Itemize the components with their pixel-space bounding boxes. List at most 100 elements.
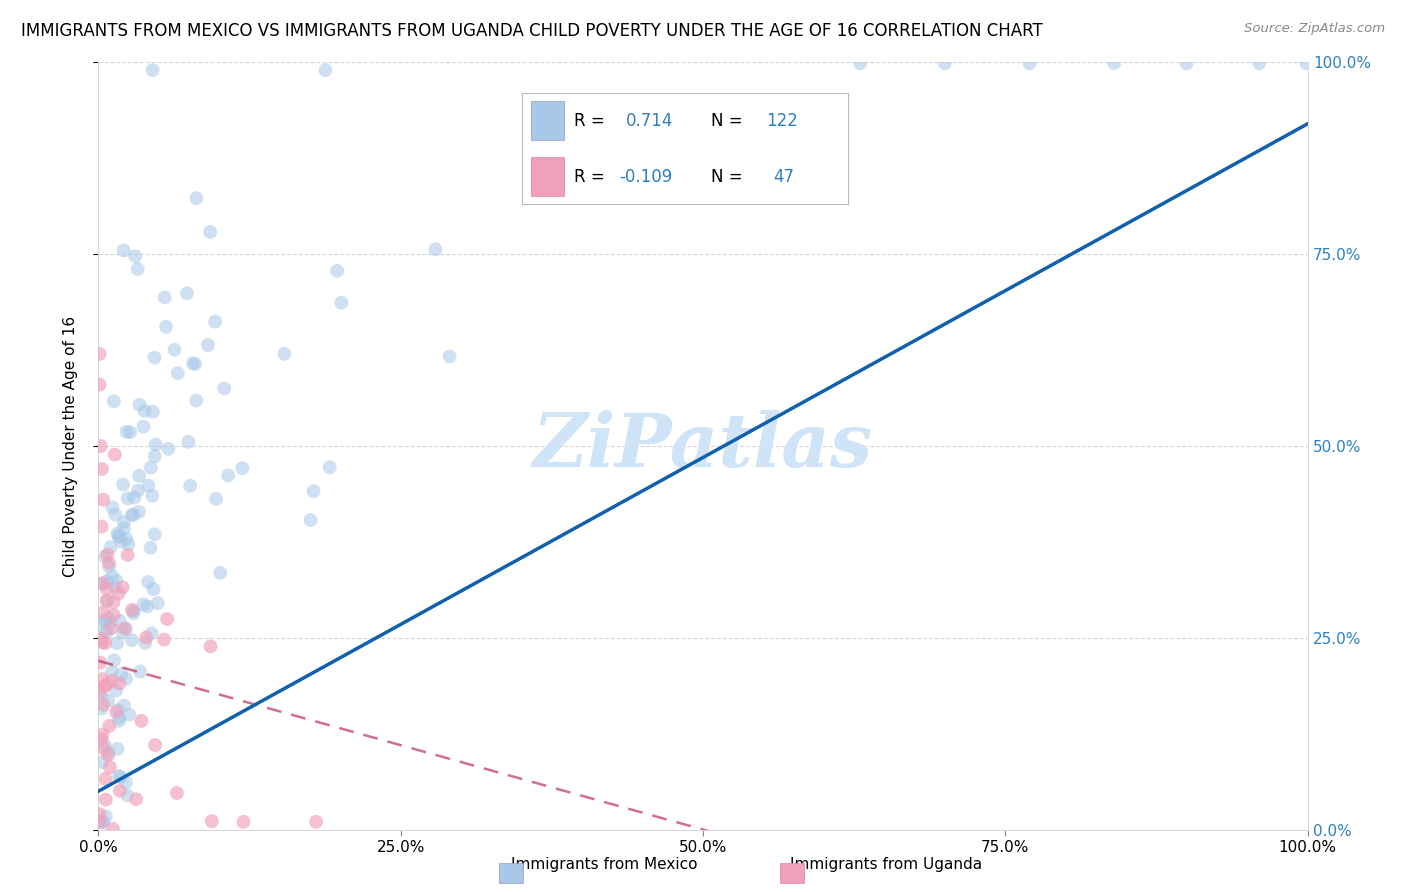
- Point: [127, 483, 149, 498]
- Point: [112, 244, 135, 258]
- Point: [201, 814, 224, 829]
- Point: [166, 366, 188, 380]
- Point: [101, 569, 124, 583]
- Point: [115, 425, 138, 439]
- Point: [96, 548, 118, 562]
- Point: [122, 607, 145, 621]
- Point: [124, 491, 146, 505]
- Point: [112, 521, 135, 535]
- Point: [108, 711, 131, 725]
- Point: [155, 319, 177, 334]
- Point: [94, 792, 117, 806]
- Point: [198, 225, 221, 239]
- Point: [117, 548, 139, 562]
- Point: [101, 673, 124, 688]
- Text: IMMIGRANTS FROM MEXICO VS IMMIGRANTS FROM UGANDA CHILD POVERTY UNDER THE AGE OF : IMMIGRANTS FROM MEXICO VS IMMIGRANTS FRO…: [21, 22, 1043, 40]
- Point: [122, 604, 145, 618]
- Point: [90, 701, 112, 715]
- Point: [200, 640, 222, 654]
- Point: [128, 468, 150, 483]
- Point: [97, 693, 120, 707]
- Point: [117, 789, 139, 803]
- Point: [186, 191, 208, 205]
- Point: [184, 357, 207, 371]
- Point: [232, 814, 254, 829]
- Point: [91, 814, 114, 829]
- Point: [146, 596, 169, 610]
- Point: [105, 636, 128, 650]
- Point: [153, 632, 176, 647]
- Point: [115, 672, 138, 686]
- Point: [129, 665, 152, 679]
- Point: [132, 598, 155, 612]
- Point: [93, 738, 115, 752]
- Point: [111, 624, 134, 639]
- Point: [127, 262, 149, 277]
- Point: [197, 338, 219, 352]
- Point: [163, 343, 186, 357]
- Point: [136, 599, 159, 614]
- Point: [104, 580, 127, 594]
- Point: [105, 705, 128, 719]
- Point: [96, 625, 118, 640]
- Point: [98, 559, 121, 574]
- Point: [94, 613, 117, 627]
- Point: [108, 529, 131, 543]
- Text: Immigrants from Uganda: Immigrants from Uganda: [790, 857, 981, 872]
- Point: [100, 541, 122, 555]
- Point: [93, 615, 115, 629]
- Point: [128, 398, 150, 412]
- Point: [91, 727, 114, 741]
- Point: [114, 621, 136, 635]
- Point: [108, 784, 131, 798]
- Point: [94, 636, 117, 650]
- Point: [89, 347, 111, 361]
- Point: [186, 393, 208, 408]
- Point: [91, 672, 114, 686]
- Point: [108, 614, 131, 628]
- Point: [121, 633, 143, 648]
- Point: [89, 807, 111, 822]
- Point: [141, 626, 163, 640]
- Point: [96, 594, 118, 608]
- Point: [104, 508, 127, 522]
- Point: [120, 425, 142, 439]
- Point: [179, 478, 201, 492]
- Point: [121, 508, 143, 522]
- Point: [94, 679, 117, 693]
- Point: [305, 814, 328, 829]
- Point: [176, 286, 198, 301]
- Point: [1175, 56, 1198, 70]
- Point: [111, 580, 134, 594]
- Point: [100, 665, 122, 679]
- Point: [143, 738, 166, 752]
- Point: [145, 437, 167, 451]
- Point: [425, 242, 447, 256]
- Point: [212, 381, 235, 395]
- Point: [110, 534, 132, 549]
- Y-axis label: Child Poverty Under the Age of 16: Child Poverty Under the Age of 16: [63, 316, 77, 576]
- Point: [153, 290, 176, 304]
- Point: [231, 461, 253, 475]
- Point: [122, 508, 145, 522]
- Point: [112, 515, 135, 529]
- Point: [118, 707, 141, 722]
- Point: [315, 63, 337, 78]
- Point: [547, 117, 569, 131]
- Point: [138, 478, 160, 492]
- Point: [103, 595, 125, 609]
- Point: [205, 491, 228, 506]
- Point: [91, 577, 114, 591]
- Point: [1018, 56, 1040, 70]
- Point: [142, 405, 165, 419]
- Point: [117, 537, 139, 551]
- Point: [94, 772, 117, 786]
- Point: [128, 505, 150, 519]
- Point: [90, 632, 112, 646]
- Point: [134, 636, 156, 650]
- Point: [91, 698, 114, 712]
- Point: [439, 350, 461, 364]
- Point: [110, 770, 132, 784]
- Point: [98, 719, 121, 733]
- Point: [94, 549, 117, 564]
